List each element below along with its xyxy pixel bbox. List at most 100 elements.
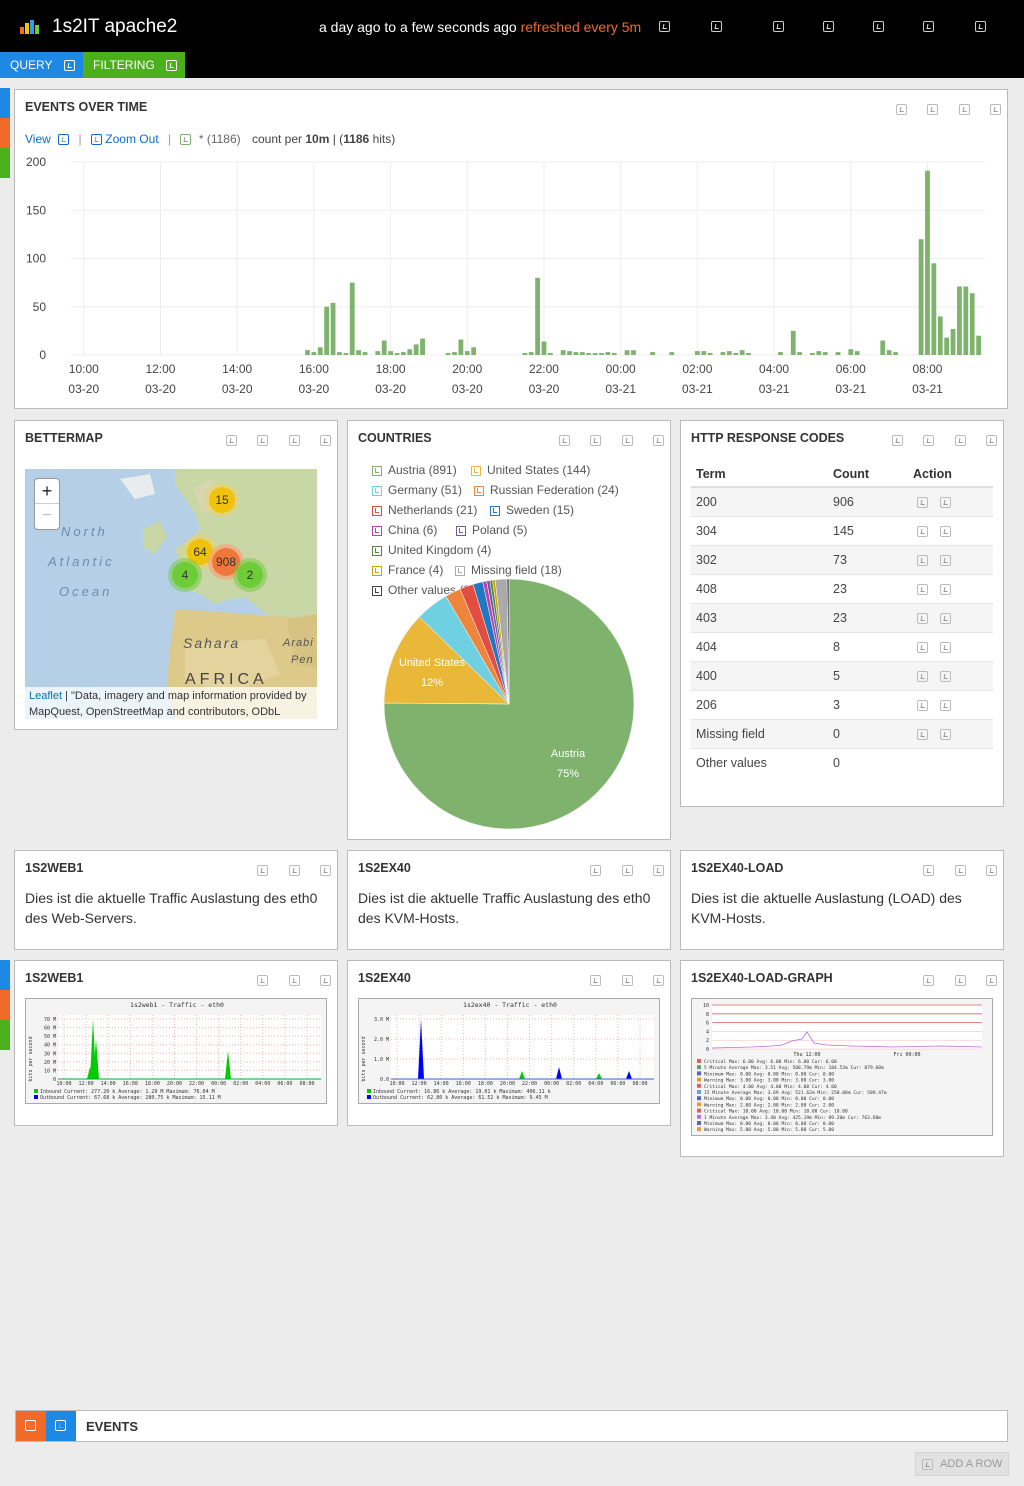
filter-include-icon[interactable]	[917, 612, 928, 624]
dashboard-title[interactable]: 1s2IT apache2	[52, 16, 178, 37]
view-caret-icon[interactable]	[58, 134, 70, 146]
histogram-bar[interactable]	[969, 293, 975, 355]
histogram-bar[interactable]	[880, 340, 886, 355]
histogram-bar[interactable]	[746, 353, 751, 355]
histogram-bar[interactable]	[388, 351, 393, 355]
marker-cluster[interactable]: 15	[205, 483, 239, 517]
filter-exclude-icon[interactable]	[940, 699, 951, 711]
settings-icon[interactable]	[975, 21, 986, 32]
inspect-icon[interactable]	[923, 435, 935, 447]
inspect-icon[interactable]	[257, 435, 269, 447]
histogram-bar[interactable]	[579, 352, 585, 355]
histogram-bar[interactable]	[464, 351, 470, 355]
filter-include-icon[interactable]	[917, 525, 928, 537]
filter-exclude-icon[interactable]	[940, 554, 951, 566]
filter-toggle-icon[interactable]	[166, 60, 178, 72]
inspect-icon[interactable]	[923, 865, 935, 877]
filter-include-icon[interactable]	[917, 670, 928, 682]
legend-item[interactable]: Russian Federation (24)	[474, 483, 619, 497]
close-icon[interactable]	[320, 975, 331, 987]
edit-icon[interactable]	[288, 435, 300, 447]
close-icon[interactable]	[653, 865, 664, 877]
info-icon[interactable]	[891, 435, 903, 447]
edit-icon[interactable]	[954, 975, 966, 987]
histogram-bar[interactable]	[733, 353, 739, 355]
edit-icon[interactable]	[954, 865, 966, 877]
inspect-icon[interactable]	[590, 435, 602, 447]
legend-swatch-icon[interactable]	[372, 485, 382, 496]
histogram-bar[interactable]	[356, 350, 362, 355]
pie-slice[interactable]	[506, 578, 510, 705]
row-move-strip[interactable]	[0, 148, 10, 178]
histogram-bar[interactable]	[739, 350, 745, 355]
edit-icon[interactable]	[958, 104, 970, 116]
histogram-bar[interactable]	[541, 341, 547, 355]
histogram-chart[interactable]: 0 50 100 150 200 10:00 03-20 12:00 03-20 14:00 03-…	[15, 156, 1009, 396]
histogram-bar[interactable]	[797, 352, 803, 355]
histogram-bar[interactable]	[957, 286, 962, 355]
legend-item[interactable]: United States (144)	[471, 463, 590, 477]
histogram-bar[interactable]	[778, 352, 783, 355]
query-toggle-icon[interactable]	[63, 60, 75, 72]
histogram-bar[interactable]	[343, 353, 349, 355]
close-icon[interactable]	[986, 975, 997, 987]
histogram-bar[interactable]	[669, 352, 675, 355]
histogram-bar[interactable]	[330, 302, 336, 355]
histogram-bar[interactable]	[611, 353, 617, 355]
filter-include-icon[interactable]	[917, 496, 928, 508]
time-range-text[interactable]: a day ago to a few seconds ago	[319, 19, 517, 35]
histogram-bar[interactable]	[963, 286, 969, 355]
close-icon[interactable]	[653, 435, 664, 447]
close-icon[interactable]	[320, 435, 331, 447]
inspect-icon[interactable]	[590, 865, 602, 877]
legend-swatch-icon[interactable]	[455, 565, 465, 576]
close-icon[interactable]	[320, 865, 331, 877]
histogram-bar[interactable]	[375, 351, 381, 355]
filter-exclude-icon[interactable]	[940, 641, 951, 653]
histogram-bar[interactable]	[701, 351, 707, 355]
histogram-bar[interactable]	[445, 353, 451, 355]
zoom-in-button[interactable]: +	[35, 479, 59, 504]
histogram-bar[interactable]	[835, 352, 841, 355]
histogram-bar[interactable]	[458, 339, 464, 355]
filter-include-icon[interactable]	[917, 641, 928, 653]
query-series-icon[interactable]	[180, 134, 192, 146]
inspect-icon[interactable]	[590, 975, 602, 987]
legend-item[interactable]: France (4)	[372, 563, 443, 577]
tab-query[interactable]: QUERY	[0, 52, 83, 78]
histogram-bar[interactable]	[400, 352, 406, 355]
view-link[interactable]: View	[25, 132, 51, 146]
legend-swatch-icon[interactable]	[372, 565, 382, 576]
new-dashboard-icon[interactable]	[773, 21, 784, 32]
info-icon[interactable]	[895, 104, 907, 116]
column-header[interactable]: Count	[828, 461, 908, 488]
legend-item[interactable]: Poland (5)	[456, 523, 527, 537]
histogram-bar[interactable]	[317, 347, 323, 355]
histogram-bar[interactable]	[893, 352, 898, 355]
filter-include-icon[interactable]	[917, 554, 928, 566]
histogram-bar[interactable]	[931, 263, 937, 355]
inspect-icon[interactable]	[257, 975, 269, 987]
add-row-button[interactable]: ADD A ROW	[915, 1452, 1009, 1476]
row-edit-strip[interactable]	[0, 118, 10, 148]
filter-exclude-icon[interactable]	[940, 670, 951, 682]
refresh-icon[interactable]	[711, 21, 722, 32]
histogram-bar[interactable]	[592, 353, 598, 355]
column-header[interactable]: Term	[691, 461, 828, 488]
histogram-bar[interactable]	[394, 353, 400, 355]
time-dropdown-icon[interactable]	[659, 21, 670, 32]
histogram-bar[interactable]	[560, 350, 566, 355]
histogram-bar[interactable]	[720, 352, 726, 355]
histogram-bar[interactable]	[324, 306, 330, 355]
histogram-bar[interactable]	[547, 353, 553, 355]
histogram-bar[interactable]	[471, 347, 477, 355]
row-expand-button[interactable]	[46, 1411, 76, 1441]
histogram-bar[interactable]	[707, 353, 713, 355]
legend-swatch-icon[interactable]	[474, 485, 484, 496]
tab-filtering[interactable]: FILTERING	[83, 52, 185, 78]
histogram-bar[interactable]	[528, 352, 534, 355]
zoom-out-icon[interactable]	[90, 134, 102, 146]
close-icon[interactable]	[990, 104, 1001, 116]
zoom-out-button[interactable]: −	[42, 507, 52, 524]
edit-icon[interactable]	[621, 975, 633, 987]
